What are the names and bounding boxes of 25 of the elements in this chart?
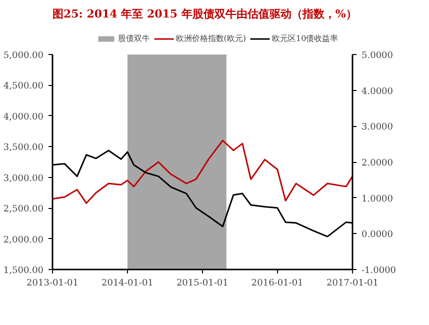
y2-tick-label: -1.0000 bbox=[362, 266, 396, 276]
y-tick-label: 3,500.00 bbox=[3, 143, 44, 154]
x-tick-label: 2016-01-01 bbox=[251, 278, 304, 288]
legend-label: 欧洲价格指数(欧元) bbox=[176, 33, 246, 44]
legend-label: 欧元区10债收益率 bbox=[272, 33, 338, 44]
x-tick-label: 2014-01-01 bbox=[102, 278, 154, 288]
y2-tick-label: 5.0000 bbox=[362, 51, 394, 61]
y-tick-label: 4,500.00 bbox=[3, 82, 44, 92]
y2-tick-label: 3.0000 bbox=[362, 122, 394, 133]
line-series bbox=[52, 140, 352, 204]
y-tick-label: 2,000.00 bbox=[3, 235, 44, 246]
x-tick-label: 2015-01-01 bbox=[176, 278, 228, 288]
y-tick-label: 3,000.00 bbox=[3, 174, 44, 184]
y-tick-label: 4,000.00 bbox=[3, 112, 44, 122]
x-tick-label: 2017-01-01 bbox=[326, 278, 378, 288]
legend-label: 股债双牛 bbox=[118, 33, 150, 44]
y2-tick-label: 2.0000 bbox=[362, 158, 394, 168]
y-tick-label: 1,500.00 bbox=[3, 266, 44, 276]
x-tick-label: 2013-01-01 bbox=[26, 278, 78, 288]
y2-tick-label: 4.0000 bbox=[362, 86, 394, 97]
y2-tick-label: 1.0000 bbox=[362, 194, 394, 204]
y2-tick-label: 0.0000 bbox=[362, 230, 394, 240]
y-tick-label: 5,000.00 bbox=[3, 51, 44, 61]
chart-title: 图25: 2014 年至 2015 年股债双牛由估值驱动（指数，%） bbox=[52, 8, 357, 20]
y-tick-label: 2,500.00 bbox=[3, 204, 44, 215]
